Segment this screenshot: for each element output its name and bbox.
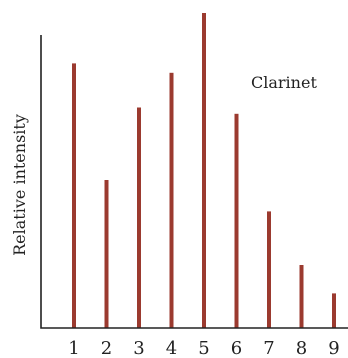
x-tick-label-1: 1 <box>68 338 79 358</box>
bar-3 <box>137 107 141 328</box>
axes-group <box>40 35 348 329</box>
bar-5 <box>202 13 206 328</box>
instrument-label: Clarinet <box>251 73 317 92</box>
bar-7 <box>267 211 271 328</box>
x-tick-label-2: 2 <box>101 338 112 358</box>
x-tick-label-6: 6 <box>231 338 242 358</box>
bar-8 <box>299 265 304 328</box>
x-tick-label-9: 9 <box>328 338 339 358</box>
x-tick-label-7: 7 <box>263 338 274 358</box>
x-tick-label-3: 3 <box>133 338 144 358</box>
x-tick-label-8: 8 <box>296 338 307 358</box>
axes-frame <box>40 35 348 329</box>
x-tick-label-5: 5 <box>198 338 209 358</box>
bar-9 <box>332 293 336 328</box>
bar-2 <box>104 180 109 328</box>
bar-4 <box>169 72 174 328</box>
bar-6 <box>234 113 239 328</box>
y-axis-label: Relative intensity <box>10 114 29 256</box>
x-tick-label-4: 4 <box>166 338 177 358</box>
bars-group <box>72 13 336 329</box>
x-tick-labels: 1 2 3 4 5 6 7 8 9 <box>68 338 339 358</box>
bar-1 <box>72 63 76 329</box>
